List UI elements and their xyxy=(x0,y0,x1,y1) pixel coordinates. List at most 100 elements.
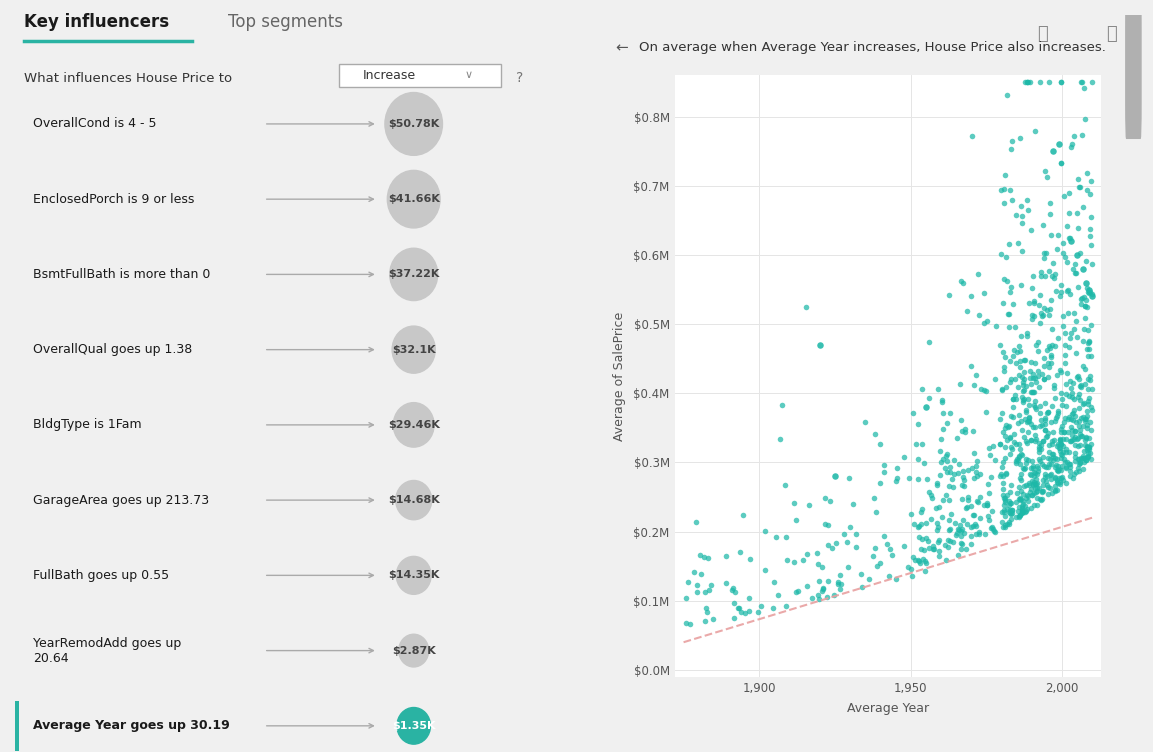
Point xyxy=(1040,197,1058,209)
Point xyxy=(1012,210,1031,222)
Point xyxy=(752,600,770,612)
Point xyxy=(1050,434,1069,446)
Point xyxy=(736,607,754,619)
Point xyxy=(1028,335,1047,347)
Point xyxy=(990,438,1009,450)
Point xyxy=(1078,337,1097,349)
Point xyxy=(1065,433,1084,445)
Point xyxy=(962,290,980,302)
Point xyxy=(1023,386,1041,398)
Point xyxy=(1073,463,1092,475)
Point xyxy=(1078,450,1097,462)
Point xyxy=(940,524,958,536)
Point xyxy=(911,544,929,556)
Point xyxy=(977,384,995,396)
Point xyxy=(1077,277,1095,289)
Point xyxy=(1049,472,1068,484)
Point xyxy=(1031,493,1049,505)
Point xyxy=(1040,340,1058,352)
Point xyxy=(814,583,832,595)
Point xyxy=(1049,477,1068,489)
Point xyxy=(838,560,857,572)
Point xyxy=(1017,76,1035,88)
Point xyxy=(1012,500,1031,512)
Point xyxy=(1065,425,1084,437)
Point xyxy=(951,537,970,549)
Circle shape xyxy=(395,481,431,520)
Point xyxy=(1005,429,1024,441)
Point xyxy=(1000,238,1018,250)
Point xyxy=(1031,407,1049,419)
Point xyxy=(1034,302,1053,314)
Point xyxy=(1010,511,1028,523)
Point xyxy=(1025,387,1043,399)
Point xyxy=(1000,308,1018,320)
Point xyxy=(971,511,989,523)
Point xyxy=(1017,457,1035,469)
Point xyxy=(1002,373,1020,385)
Point xyxy=(1032,266,1050,278)
Point xyxy=(1038,480,1056,492)
Point xyxy=(919,535,937,547)
Point xyxy=(909,521,927,533)
Point xyxy=(1015,462,1033,475)
Point xyxy=(945,454,964,466)
Point xyxy=(1001,497,1019,509)
Point xyxy=(975,528,994,540)
Circle shape xyxy=(397,708,430,744)
Point xyxy=(1079,395,1098,407)
Point xyxy=(1056,462,1075,474)
Point xyxy=(1025,372,1043,384)
Point xyxy=(874,530,892,542)
Point xyxy=(872,438,890,450)
Point xyxy=(748,605,767,617)
Point xyxy=(1054,445,1072,457)
Point xyxy=(1069,370,1087,382)
Point xyxy=(1078,451,1097,463)
Point xyxy=(1068,416,1086,428)
Point xyxy=(1012,505,1031,517)
Point xyxy=(1054,320,1072,332)
Point xyxy=(794,554,813,566)
Point xyxy=(867,505,886,517)
Point xyxy=(1023,314,1041,326)
Point xyxy=(1056,478,1075,490)
Circle shape xyxy=(399,634,429,667)
Point xyxy=(955,475,973,487)
Text: EnclosedPorch is 9 or less: EnclosedPorch is 9 or less xyxy=(33,193,195,205)
Point xyxy=(996,381,1015,393)
Point xyxy=(1027,478,1046,490)
Point xyxy=(997,490,1016,502)
Y-axis label: Average of SalePrice: Average of SalePrice xyxy=(613,311,626,441)
Point xyxy=(958,305,977,317)
Point xyxy=(1047,412,1065,424)
Point xyxy=(1062,327,1080,339)
Point xyxy=(809,589,828,601)
Point xyxy=(924,540,942,552)
Point xyxy=(1011,447,1030,459)
Point xyxy=(1025,311,1043,323)
Point xyxy=(1004,402,1023,414)
Point xyxy=(1076,292,1094,304)
Point xyxy=(1037,475,1055,487)
Point xyxy=(827,536,845,548)
Point xyxy=(1063,391,1082,403)
Point xyxy=(1034,373,1053,385)
Point xyxy=(819,520,837,532)
Point xyxy=(1053,393,1071,405)
Point xyxy=(1027,472,1046,484)
Point xyxy=(1049,460,1068,472)
Point xyxy=(1027,404,1046,416)
Point xyxy=(1052,445,1070,457)
Point xyxy=(986,526,1004,538)
Point xyxy=(1020,468,1039,480)
Point xyxy=(1045,379,1063,391)
Point xyxy=(1075,452,1093,464)
Point xyxy=(1034,435,1053,447)
Point xyxy=(1047,459,1065,471)
Point xyxy=(1039,461,1057,473)
Point xyxy=(1033,450,1052,462)
Point xyxy=(1083,258,1101,270)
Point xyxy=(1073,411,1092,423)
Point xyxy=(939,541,957,553)
